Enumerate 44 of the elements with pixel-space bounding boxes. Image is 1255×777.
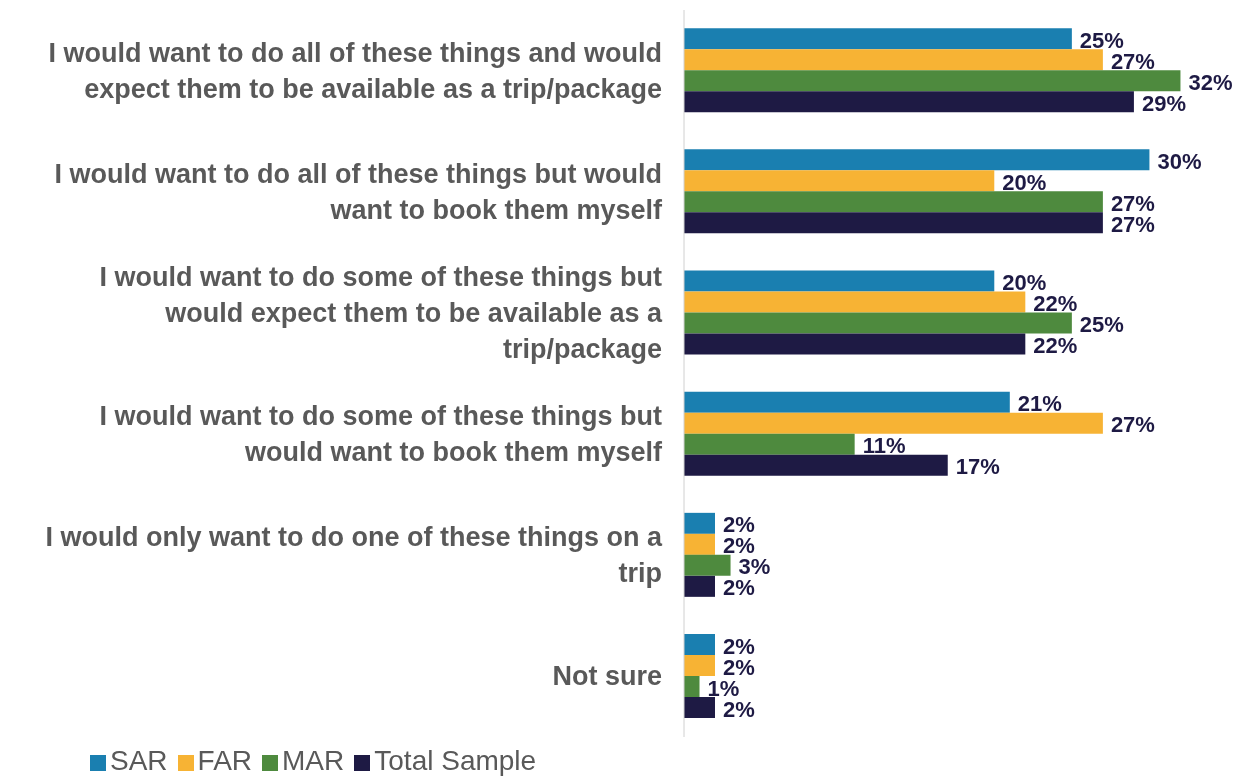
data-label: 21% [1017, 391, 1062, 417]
bar [684, 312, 1072, 334]
bar [684, 191, 1103, 213]
bar [684, 170, 995, 192]
data-label: 11% [862, 433, 906, 459]
legend-label: MAR [282, 745, 345, 776]
bar [684, 149, 1150, 171]
y-tick-label: I would want to do some of these things but would want to book them myself [99, 401, 663, 468]
y-tick-label: Not sure [552, 661, 662, 692]
legend-label: FAR [197, 745, 253, 776]
bar [684, 212, 1103, 234]
bar [684, 454, 948, 476]
bar [684, 533, 716, 555]
y-tick-label: I would only want to do one of these things on a trip [45, 522, 663, 589]
bar [684, 49, 1103, 71]
bar [684, 697, 716, 719]
bar [684, 634, 716, 656]
bar [684, 676, 700, 698]
bar [684, 291, 1026, 313]
bar [684, 433, 855, 455]
bar [684, 655, 716, 677]
data-label: 29% [1141, 90, 1186, 116]
bar [684, 333, 1026, 355]
legend-label: Total Sample [374, 745, 537, 776]
data-label: 17% [955, 454, 1000, 480]
bar [684, 575, 716, 597]
bar [684, 91, 1134, 113]
legend-label: SAR [110, 745, 168, 776]
bar [684, 28, 1072, 50]
data-label: 32% [1188, 69, 1233, 95]
data-label: 22% [1033, 333, 1078, 359]
bar [684, 391, 1010, 413]
bar [684, 270, 995, 292]
bar [684, 512, 716, 534]
data-label: 30% [1157, 148, 1202, 174]
y-tick-label: I would want to do some of these things but would expect them to be available as a trip/package [99, 261, 663, 364]
y-tick-label: I would want to do all of these things and would expect them to be available as a trip/package [48, 37, 662, 104]
data-label: 25% [1079, 312, 1124, 338]
y-tick-label: I would want to do all of these things but would want to book them myself [54, 158, 663, 225]
bar [684, 70, 1181, 92]
bar [684, 554, 731, 576]
data-label: 20% [1002, 169, 1047, 195]
data-label: 27% [1110, 412, 1155, 438]
bar [684, 412, 1103, 434]
